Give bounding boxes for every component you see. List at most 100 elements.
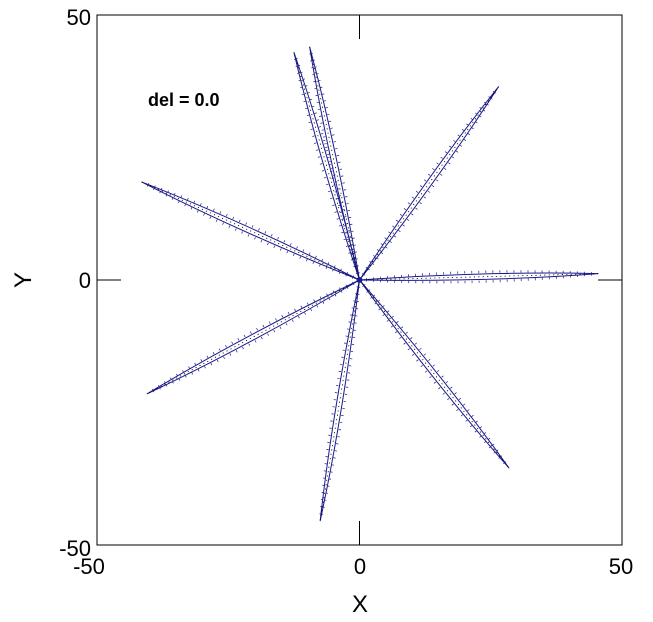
ray-marker xyxy=(354,251,357,253)
ray-marker xyxy=(191,372,194,375)
ray-marker xyxy=(385,246,388,249)
ray-marker xyxy=(171,197,174,200)
ray-marker xyxy=(469,425,473,428)
ray-marker xyxy=(311,105,315,108)
ray-marker xyxy=(327,113,330,116)
ray-marker xyxy=(204,365,206,369)
ray-marker xyxy=(459,144,463,147)
ray-marker xyxy=(456,408,459,411)
ray-marker xyxy=(289,243,292,246)
ray-markers xyxy=(359,273,599,281)
ray-marker xyxy=(180,195,183,198)
ray-markers xyxy=(309,46,360,281)
ray-marker xyxy=(182,370,184,373)
ray-marker xyxy=(478,115,482,118)
ray-marker xyxy=(380,251,384,254)
ray-marker xyxy=(340,202,344,204)
ray-marker xyxy=(281,315,284,318)
ray-outline xyxy=(359,272,599,281)
ray-marker xyxy=(340,268,342,272)
ray-marker xyxy=(350,259,354,261)
ray-marker xyxy=(461,129,465,131)
ray-outline xyxy=(293,51,360,281)
ray-marker xyxy=(440,156,443,159)
ray-marker xyxy=(465,419,468,422)
ray-marker xyxy=(245,222,247,225)
ray-marker xyxy=(319,296,322,299)
ray-marker xyxy=(338,271,341,275)
ray-marker xyxy=(432,364,435,367)
ray-marker xyxy=(392,225,395,228)
ray-marker xyxy=(482,109,486,112)
ray-marker xyxy=(338,195,342,197)
ray-marker xyxy=(322,301,325,304)
ray-marker xyxy=(325,150,329,152)
ray-marker xyxy=(273,245,276,248)
ray-marker xyxy=(448,162,451,165)
ray-marker xyxy=(361,272,365,275)
y-tick-label-bottom: -50 xyxy=(59,536,91,561)
ray-marker xyxy=(329,160,332,162)
ray-marker xyxy=(262,324,265,328)
ray-marker xyxy=(197,369,200,372)
ray-marker xyxy=(433,381,437,384)
ray-marker xyxy=(332,204,335,206)
ray-marker xyxy=(315,94,319,97)
ray-marker xyxy=(298,315,300,319)
ray-marker xyxy=(380,243,383,246)
ray-marker xyxy=(351,230,354,232)
ray-marker xyxy=(323,177,327,179)
ray-marker xyxy=(344,216,347,218)
ray-marker xyxy=(479,426,483,429)
ray-marker xyxy=(318,126,322,128)
ray-marker xyxy=(406,218,410,221)
ray-marker xyxy=(206,355,209,359)
ray-marker xyxy=(249,331,252,334)
ray-marker xyxy=(327,153,330,156)
ray-marker xyxy=(190,207,193,210)
ray-marker xyxy=(407,202,411,205)
ray-marker xyxy=(238,219,241,223)
ray-marker xyxy=(285,322,288,326)
ray-marker xyxy=(352,237,355,239)
ray-marker xyxy=(314,87,317,90)
ray-marker xyxy=(219,211,222,214)
ray-marker xyxy=(333,265,336,268)
ray-marker xyxy=(325,266,328,270)
ray-marker xyxy=(448,145,452,148)
ray-marker xyxy=(487,437,491,440)
ray-marker xyxy=(386,319,389,322)
ray-marker xyxy=(496,449,499,452)
ray-3 xyxy=(309,46,360,281)
ray-marker xyxy=(346,272,348,275)
ray-marker xyxy=(330,197,333,200)
ray-marker xyxy=(345,196,348,198)
ray-marker xyxy=(398,230,401,233)
ray-marker xyxy=(232,216,235,220)
ray-marker xyxy=(334,181,338,183)
ray-marker xyxy=(340,175,344,177)
ray-marker xyxy=(471,414,474,417)
ray-marker xyxy=(321,258,324,262)
ray-marker xyxy=(319,115,322,117)
ray-marker xyxy=(390,325,394,328)
ray-marker xyxy=(297,72,300,74)
ray-marker xyxy=(463,138,467,141)
ray-marker xyxy=(419,202,422,205)
y-tick-label-middle: 0 xyxy=(79,268,91,293)
ray-marker xyxy=(267,242,269,246)
ray-marker xyxy=(396,321,399,324)
ray-outline xyxy=(146,279,360,395)
ray-marker xyxy=(309,98,313,101)
ray-1 xyxy=(359,270,599,284)
ray-markers xyxy=(359,86,499,281)
ray-marker xyxy=(488,446,492,449)
ray-marker xyxy=(325,146,328,149)
ray-marker xyxy=(268,321,271,324)
ray-marker xyxy=(336,154,340,157)
ray-marker xyxy=(415,207,418,210)
ray-marker xyxy=(254,237,256,240)
ray-marker xyxy=(324,143,327,145)
ray-marker xyxy=(300,71,303,74)
